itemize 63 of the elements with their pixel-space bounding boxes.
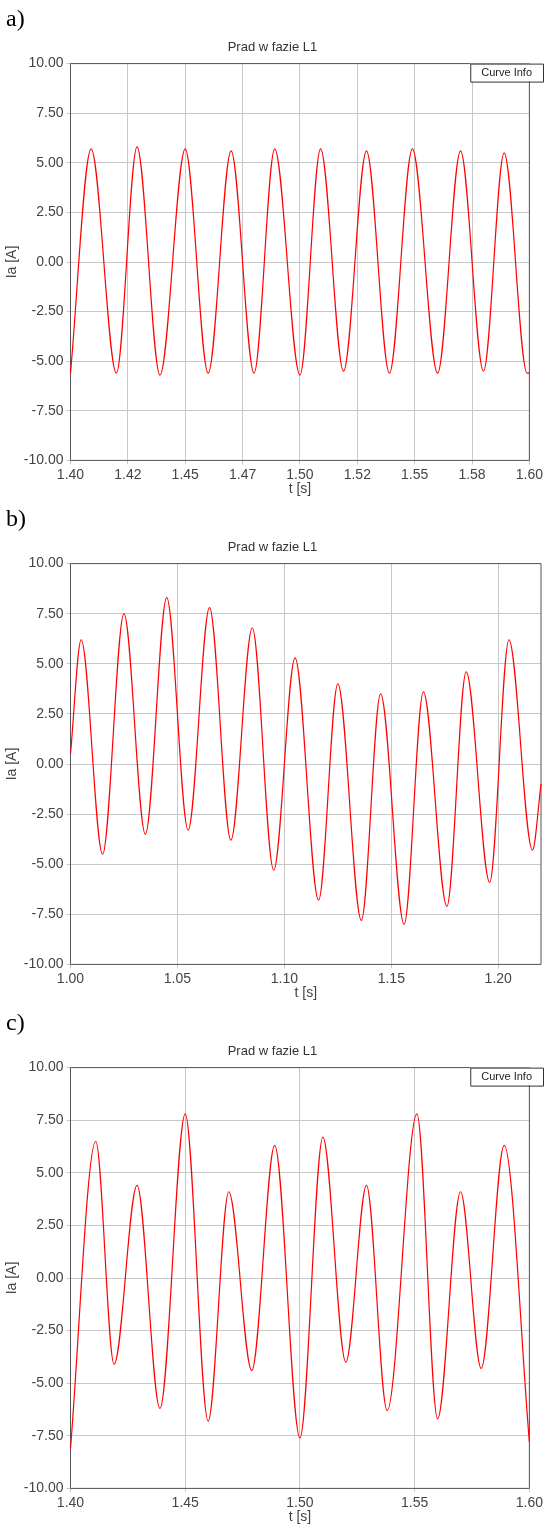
text: a): [5, 4, 26, 33]
y-tick-label: -7.50: [31, 401, 64, 418]
y-axis-title: Ia [A]: [3, 245, 20, 279]
x-tick-label: 1.50: [286, 1493, 314, 1510]
y-tick-label: 7.50: [36, 1111, 64, 1128]
line-series: [69, 1113, 530, 1450]
y-tick-label: 2.50: [36, 704, 64, 721]
y-tick-label: -5.00: [31, 1374, 64, 1391]
y-tick-label: 10.00: [28, 554, 64, 571]
y-tick-label: -10.00: [23, 955, 64, 972]
x-tick-label: 1.45: [171, 465, 200, 482]
x-tick-label: 1.20: [484, 969, 513, 986]
y-tick-label: -2.50: [31, 1321, 64, 1338]
x-tick-label: 1.00: [56, 969, 85, 986]
y-tick-label: 7.50: [36, 604, 64, 621]
y-tick-label: -5.00: [31, 352, 64, 369]
x-tick-label: 1.42: [114, 465, 142, 482]
y-tick-label: -7.50: [31, 1426, 64, 1443]
x-tick-label: 1.58: [458, 465, 486, 482]
x-axis-title: t [s]: [294, 984, 318, 1001]
x-tick-label: 1.47: [228, 465, 257, 482]
y-axis-title: Ia [A]: [3, 747, 20, 781]
y-tick-label: 5.00: [36, 654, 64, 671]
chart-title: Prad w fazie L1: [227, 39, 318, 55]
line-series: [69, 146, 530, 376]
x-axis-title: t [s]: [288, 1508, 312, 1525]
x-tick-label: 1.40: [56, 1493, 85, 1510]
y-tick-label: -10.00: [23, 451, 64, 468]
x-axis-title: t [s]: [288, 480, 312, 497]
x-tick-label: 1.10: [270, 969, 299, 986]
x-tick-label: 1.60: [515, 465, 544, 482]
y-tick-label: 0.00: [36, 1268, 64, 1285]
y-tick-label: 10.00: [28, 1058, 64, 1075]
y-tick-label: 5.00: [36, 1163, 64, 1180]
line-series: [69, 597, 542, 925]
x-tick-label: 1.55: [401, 1493, 429, 1510]
y-tick-label: -5.00: [31, 855, 64, 872]
y-tick-label: 2.50: [36, 203, 64, 220]
y-tick-label: -10.00: [23, 1479, 64, 1496]
x-tick-label: 1.45: [171, 1493, 200, 1510]
y-tick-label: -2.50: [31, 804, 64, 821]
text: c): [5, 1008, 26, 1037]
y-tick-label: 10.00: [28, 54, 64, 71]
x-tick-label: 1.55: [401, 465, 429, 482]
x-tick-label: 1.05: [163, 969, 192, 986]
chart-title: Prad w fazie L1: [227, 539, 318, 555]
x-tick-label: 1.40: [56, 465, 85, 482]
annotation: Curve Info: [481, 1069, 532, 1082]
x-tick-label: 1.50: [286, 465, 314, 482]
y-tick-label: -2.50: [31, 302, 64, 319]
y-tick-label: 0.00: [36, 754, 64, 771]
y-axis-title: Ia [A]: [3, 1261, 20, 1295]
x-tick-label: 1.15: [377, 969, 406, 986]
x-tick-label: 1.52: [343, 465, 372, 482]
y-tick-label: 7.50: [36, 104, 64, 121]
y-tick-label: 5.00: [36, 153, 64, 170]
y-tick-label: -7.50: [31, 905, 64, 922]
y-tick-label: 2.50: [36, 1216, 64, 1233]
x-tick-label: 1.60: [515, 1493, 544, 1510]
chart-title: Prad w fazie L1: [227, 1043, 318, 1059]
text: b): [5, 504, 27, 533]
annotation: Curve Info: [481, 65, 532, 78]
y-tick-label: 0.00: [36, 252, 64, 269]
